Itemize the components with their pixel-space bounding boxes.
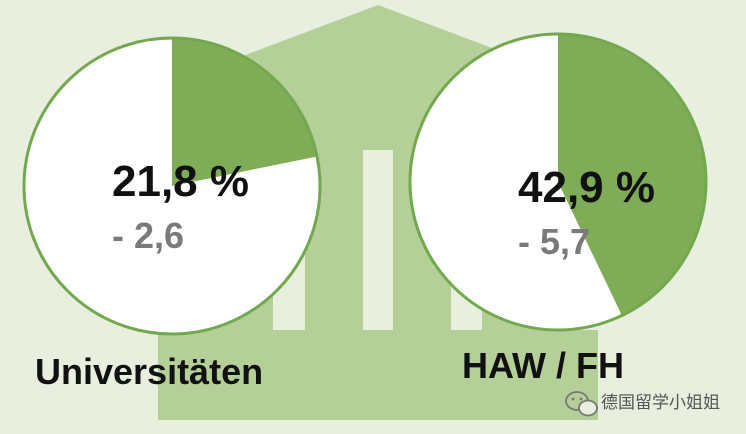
pie-slice [558,34,707,316]
pie-change-label: - 2,6 [112,215,184,256]
pie-category-label: Universitäten [35,351,263,392]
pie-value-label: 42,9 % [518,163,655,212]
pie-chart-universitaeten: 21,8 % - 2,6 Universitäten [22,36,322,392]
watermark: 德国留学小姐姐 [565,391,720,417]
pie-outline [22,36,322,336]
pie-chart-haw-fh: 42,9 % - 5,7 HAW / FH [408,32,708,386]
pie-change-label: - 5,7 [518,221,590,262]
building-base [158,360,598,420]
pie-value-label: 21,8 % [112,157,249,206]
pie-outline [408,32,708,332]
pie-slice [172,38,318,186]
pie-category-label: HAW / FH [462,345,624,386]
wechat-icon [565,391,598,417]
watermark-text: 德国留学小姐姐 [601,393,720,413]
building-step [158,330,598,360]
